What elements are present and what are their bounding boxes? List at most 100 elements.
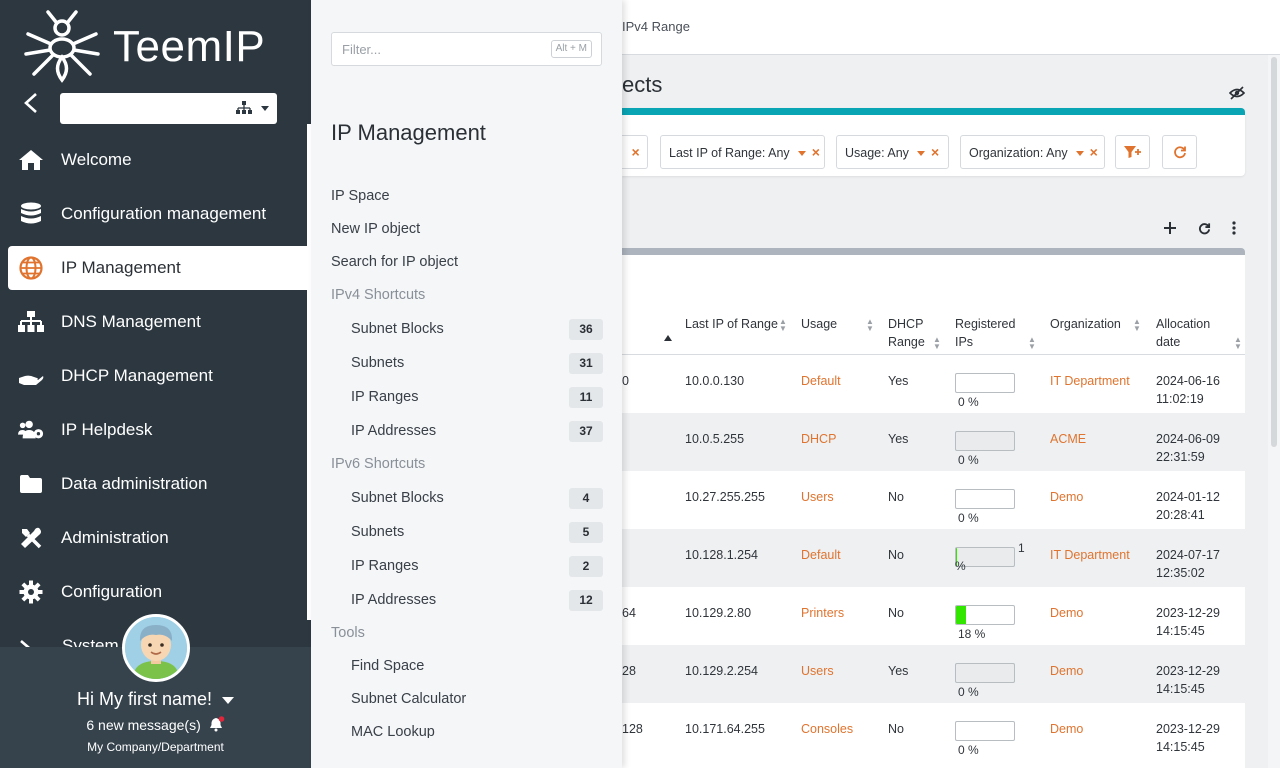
create-new-button[interactable]	[1162, 218, 1178, 238]
sidebar-scrollbar[interactable]	[307, 124, 311, 620]
more-actions-button[interactable]	[1228, 218, 1240, 238]
organization-link[interactable]: Demo	[1050, 606, 1084, 620]
menu-link-find-space[interactable]: Find Space	[351, 658, 425, 674]
avatar[interactable]	[122, 614, 190, 682]
table-row[interactable]: 64 10.129.2.80 Printers No 18 % Demo 202…	[622, 587, 1245, 645]
sitemap-icon	[18, 310, 44, 334]
usage-link[interactable]: Consoles	[801, 722, 854, 736]
column-header-last-ip[interactable]: Last IP of Range	[685, 317, 778, 331]
refresh-criteria-button[interactable]	[1162, 135, 1197, 169]
organization-link[interactable]: ACME	[1050, 432, 1087, 446]
organization-link[interactable]: Demo	[1050, 664, 1084, 678]
menu-link-subnet-calculator[interactable]: Subnet Calculator	[351, 691, 467, 707]
nav-item-administration[interactable]: Administration	[8, 516, 307, 560]
menu-link-ipv4-ip-addresses[interactable]: IP Addresses	[351, 423, 437, 439]
organization-link[interactable]: IT Department	[1050, 374, 1130, 388]
menu-link-ipv6-ip-ranges[interactable]: IP Ranges	[351, 558, 419, 574]
sort-icon[interactable]: ▲ ▼	[933, 335, 941, 351]
user-menu-toggle[interactable]: Hi My first name!	[0, 689, 311, 710]
chevron-down-icon[interactable]	[916, 151, 925, 157]
menu-link-ipv4-ip-ranges[interactable]: IP Ranges	[351, 389, 419, 405]
column-header-registered-ips[interactable]: Registered IPs	[955, 315, 1015, 351]
header-line: DHCP	[888, 317, 924, 331]
chevron-left-icon[interactable]	[22, 92, 40, 114]
close-icon[interactable]: ×	[1089, 144, 1098, 160]
add-criterion-button[interactable]	[1115, 135, 1150, 169]
chevron-down-icon[interactable]	[1075, 151, 1084, 157]
usage-link[interactable]: Default	[801, 548, 841, 562]
teemip-ant-logo-icon[interactable]	[22, 10, 102, 84]
nav-item-ip-helpdesk[interactable]: IP Helpdesk	[8, 408, 307, 452]
usage-link[interactable]: Printers	[801, 606, 845, 620]
menu-link-ipv4-subnet-blocks[interactable]: Subnet Blocks	[351, 321, 444, 337]
table-row[interactable]: 0 10.0.0.130 Default Yes 0 % IT Departme…	[622, 355, 1245, 413]
usage-link[interactable]: Default	[801, 374, 841, 388]
nav-item-welcome[interactable]: Welcome	[8, 138, 307, 182]
usage-percent-sign: %	[955, 559, 966, 573]
menu-link-search-ip-object[interactable]: Search for IP object	[331, 254, 459, 270]
menu-link-mac-lookup[interactable]: MAC Lookup	[351, 724, 435, 738]
nav-item-label: Welcome	[61, 150, 132, 169]
close-icon[interactable]: ×	[631, 144, 640, 160]
allocation-date-cell: 2024-06-16 11:02:19	[1156, 372, 1220, 408]
usage-link[interactable]: Users	[801, 490, 834, 504]
page-scrollbar[interactable]	[1268, 55, 1280, 768]
menu-link-ipv6-ip-addresses[interactable]: IP Addresses	[351, 592, 437, 608]
notifications-link[interactable]: 6 new message(s)	[0, 716, 311, 733]
first-ip-cell[interactable]: 128	[622, 722, 643, 736]
organization-selector[interactable]	[60, 93, 277, 124]
sort-icon[interactable]: ▲ ▼	[1133, 317, 1141, 333]
refresh-icon	[1173, 146, 1186, 159]
column-header-dhcp-range[interactable]: DHCP Range	[888, 315, 925, 351]
organization-link[interactable]: Demo	[1050, 490, 1084, 504]
sort-icon[interactable]: ▲ ▼	[1234, 335, 1242, 351]
nav-item-ip-management[interactable]: IP Management	[8, 246, 307, 290]
sort-icon[interactable]: ▲ ▼	[1028, 335, 1036, 351]
last-ip-cell: 10.27.255.255	[685, 490, 765, 504]
column-header-usage[interactable]: Usage	[801, 317, 838, 331]
menu-link-ipv6-subnets[interactable]: Subnets	[351, 524, 405, 540]
nav-item-configuration[interactable]: Configuration	[8, 570, 307, 614]
menu-link-ip-space[interactable]: IP Space	[331, 188, 390, 204]
column-header-allocation-date[interactable]: Allocation date	[1156, 315, 1210, 351]
nav-item-data-administration[interactable]: Data administration	[8, 462, 307, 506]
menu-link-ipv4-subnets[interactable]: Subnets	[351, 355, 405, 371]
nav-item-dns-management[interactable]: DNS Management	[8, 300, 307, 344]
first-ip-cell[interactable]: 28	[622, 664, 636, 678]
sort-icon[interactable]: ▲ ▼	[779, 317, 787, 333]
close-icon[interactable]: ×	[811, 144, 820, 160]
sort-asc-icon[interactable]	[664, 335, 672, 341]
eye-slash-icon[interactable]	[1229, 85, 1245, 101]
date-text: 2024-01-12	[1156, 490, 1220, 504]
first-ip-cell[interactable]: 0	[622, 374, 629, 388]
sort-icon[interactable]: ▲ ▼	[866, 317, 874, 333]
usage-link[interactable]: Users	[801, 664, 834, 678]
column-header-organization[interactable]: Organization	[1050, 317, 1121, 331]
close-icon[interactable]: ×	[930, 144, 940, 160]
menu-group-ipv6-shortcuts: IPv6 Shortcuts	[331, 456, 426, 472]
first-ip-cell[interactable]: 64	[622, 606, 636, 620]
table-row[interactable]: 10.128.1.254 Default No 1 % IT Departmen…	[622, 529, 1245, 587]
nav-item-dhcp-management[interactable]: DHCP Management	[8, 354, 307, 398]
menu-filter-input[interactable]: Filter... Alt + M	[331, 32, 602, 66]
refresh-list-button[interactable]	[1196, 218, 1212, 238]
nav-item-configuration-management[interactable]: Configuration management	[8, 192, 307, 236]
criterion-chip-last-ip[interactable]: Last IP of Range: Any ×	[660, 135, 825, 169]
table-row[interactable]: 128 10.171.64.255 Consoles No 0 % Demo 2…	[622, 703, 1245, 761]
usage-link[interactable]: DHCP	[801, 432, 837, 446]
allocation-date-cell: 2024-06-09 22:31:59	[1156, 430, 1220, 466]
table-row[interactable]: 28 10.129.2.254 Users Yes 0 % Demo 2023-…	[622, 645, 1245, 703]
scrollbar-thumb[interactable]	[1271, 57, 1277, 447]
table-row[interactable]: 10.27.255.255 Users No 0 % Demo 2024-01-…	[622, 471, 1245, 529]
menu-link-new-ip-object[interactable]: New IP object	[331, 221, 421, 237]
allocation-date-cell: 2023-12-29 14:15:45	[1156, 604, 1220, 640]
menu-link-ipv6-subnet-blocks[interactable]: Subnet Blocks	[351, 490, 444, 506]
breadcrumb[interactable]: IPv4 Range	[622, 19, 690, 34]
criterion-chip-usage[interactable]: Usage: Any ×	[836, 135, 949, 169]
criterion-chip-organization[interactable]: Organization: Any ×	[960, 135, 1105, 169]
organization-link[interactable]: IT Department	[1050, 548, 1130, 562]
logo-text[interactable]: TeemIP	[113, 22, 266, 71]
chevron-down-icon[interactable]	[797, 151, 806, 157]
table-row[interactable]: 10.0.5.255 DHCP Yes 0 % ACME 2024-06-09 2…	[622, 413, 1245, 471]
organization-link[interactable]: Demo	[1050, 722, 1084, 736]
